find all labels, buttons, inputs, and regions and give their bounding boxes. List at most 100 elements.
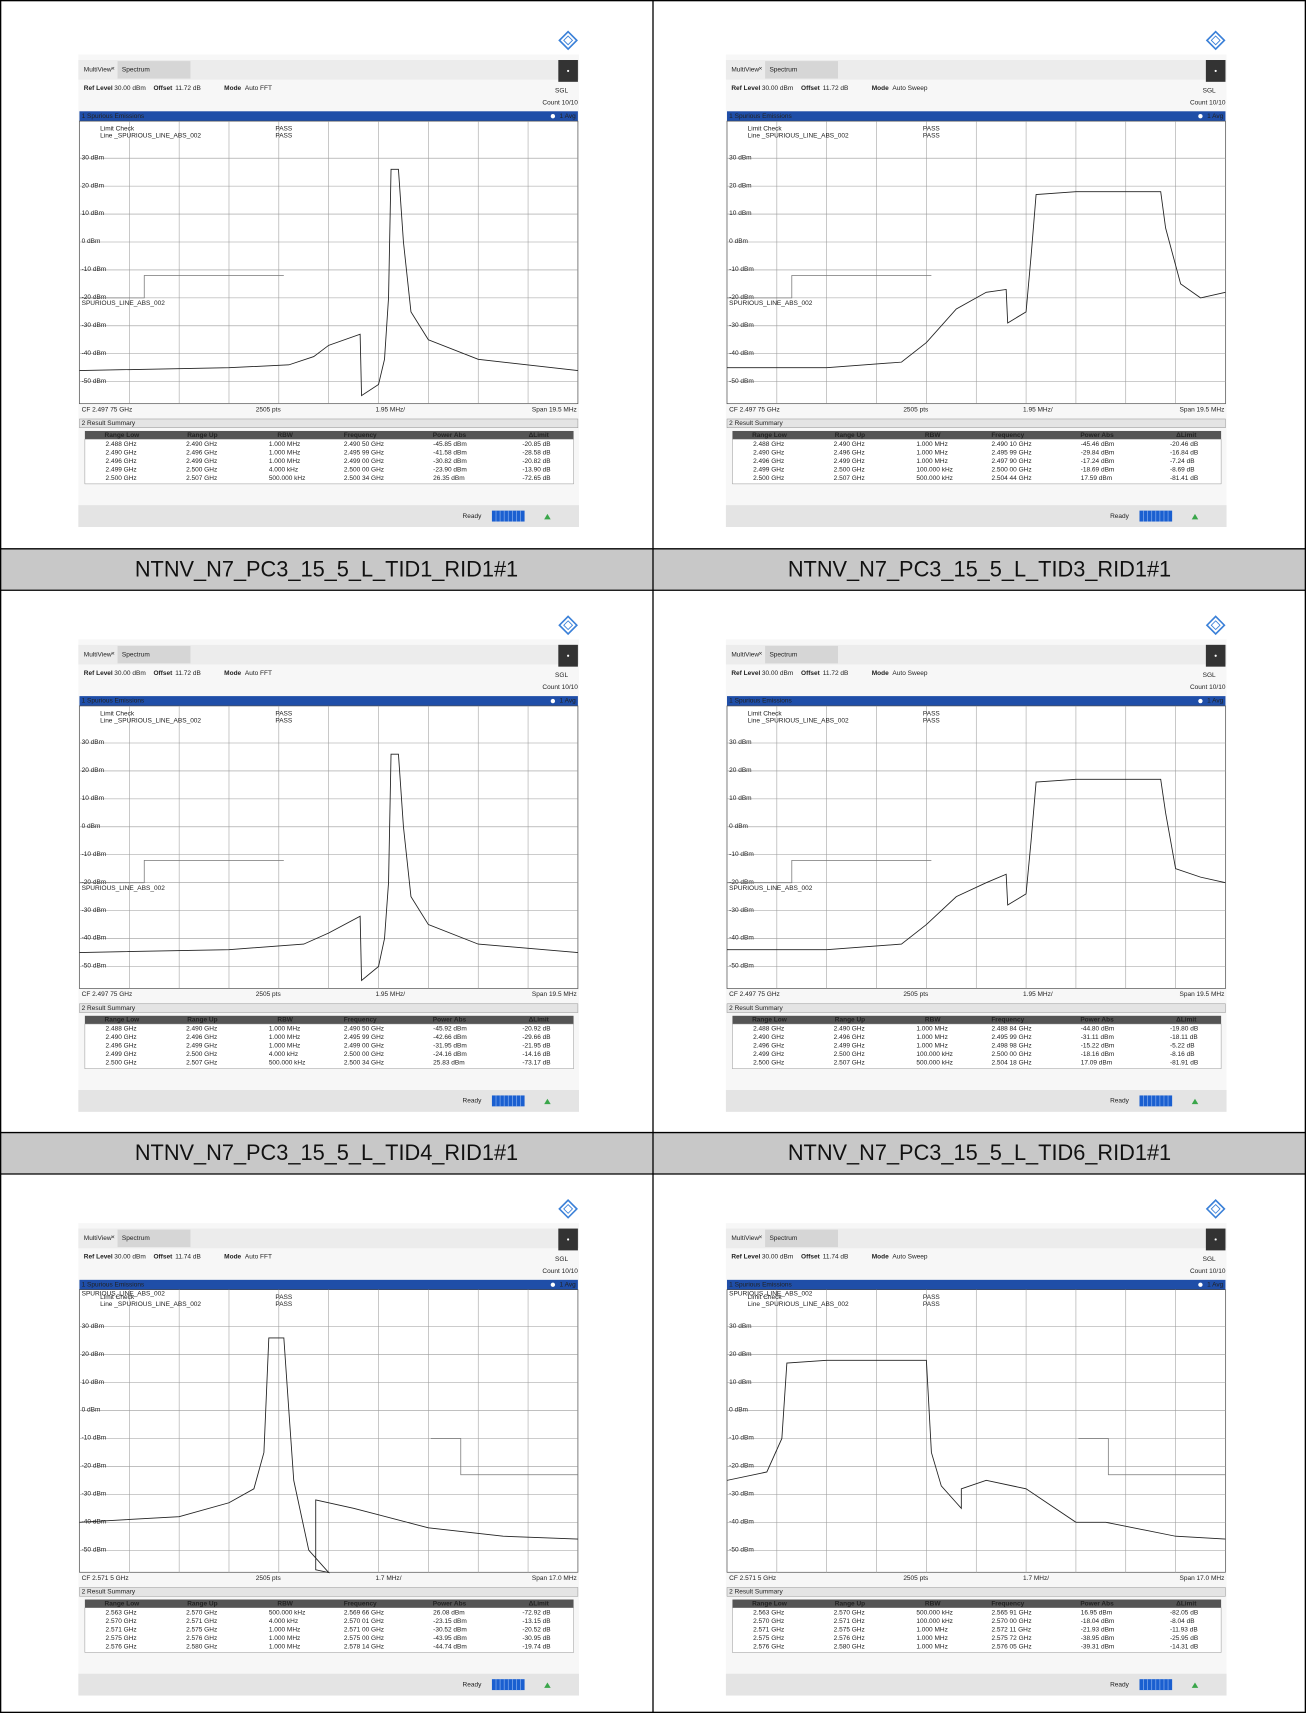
table-cell: 1.000 MHz — [916, 441, 947, 448]
table-cell: 2.499 00 GHz — [344, 1043, 384, 1050]
column-header: Power Abs — [433, 1600, 467, 1607]
table-cell: -14.16 dB — [522, 1051, 550, 1058]
offset-value: 11.72 dB — [823, 670, 849, 677]
table-cell: 2.500 00 GHz — [344, 466, 384, 473]
limit-line-label: SPURIOUS_LINE_ABS_002 — [729, 1291, 813, 1298]
table-cell: 2.570 GHz — [106, 1618, 137, 1625]
avg-dot — [1198, 114, 1203, 119]
limit-line-label: SPURIOUS_LINE_ABS_002 — [82, 885, 166, 892]
table-cell: -29.84 dBm — [1081, 449, 1115, 456]
limit-result: PASS — [275, 125, 293, 132]
column-header: RBW — [925, 1600, 941, 1607]
table-cell: 2.500 GHz — [186, 1051, 217, 1058]
count: Count 10/10 — [542, 684, 578, 691]
table-cell: 1.000 MHz — [916, 1034, 947, 1041]
y-axis-label: 0 dBm — [82, 823, 101, 830]
table-cell: 2.571 GHz — [753, 1626, 784, 1633]
screenshot: MultiView × Spectrum Ref Level 30.00 dBm Offs… — [78, 30, 579, 527]
column-header: ΔLimit — [1176, 1600, 1197, 1607]
spectrum-trace — [726, 1359, 1226, 1540]
table-cell: 2.499 00 GHz — [344, 458, 384, 465]
ref-value: 30.00 dBm — [114, 85, 145, 92]
tab-label: Spectrum — [769, 1235, 797, 1242]
table-cell: 2.488 GHz — [106, 441, 137, 448]
table-cell: 2.490 50 GHz — [344, 1026, 384, 1033]
limit-line-name: Line _SPURIOUS_LINE_ABS_002 — [100, 133, 201, 140]
table-header — [732, 1599, 1222, 1608]
table-body — [732, 1023, 1222, 1069]
table-body — [84, 1607, 574, 1653]
table-cell: 2.499 GHz — [753, 1051, 784, 1058]
caption: NTNV_N7_PC3_15_5_L_TID6_RID1#1 — [788, 1140, 1171, 1165]
table-cell: -81.91 dB — [1170, 1060, 1198, 1067]
offset-label: Offset — [801, 85, 821, 92]
status: Ready — [1110, 513, 1130, 520]
limit-result: PASS — [923, 1294, 941, 1301]
tab-label: Spectrum — [122, 651, 150, 658]
column-header: ΔLimit — [1176, 432, 1197, 439]
y-axis-label: 30 dBm — [82, 1323, 104, 1330]
ref-label: Ref Level — [731, 85, 760, 92]
status: Ready — [463, 1098, 483, 1105]
y-axis-label: -50 dBm — [82, 963, 107, 970]
column-header: Range Up — [187, 1017, 217, 1024]
column-header: Frequency — [344, 432, 377, 439]
window-title: 2 Result Summary — [82, 1005, 136, 1012]
table-cell: 1.000 MHz — [269, 1026, 300, 1033]
table-cell: -43.95 dBm — [433, 1635, 467, 1642]
y-axis-label: -30 dBm — [729, 907, 754, 914]
span: Span 19.5 MHz — [532, 991, 577, 998]
table-cell: 1.000 MHz — [269, 1626, 300, 1633]
table-cell: 2.575 72 GHz — [991, 1635, 1031, 1642]
column-header: Range Up — [187, 1600, 217, 1607]
table-cell: 2.490 GHz — [753, 449, 784, 456]
table-cell: -18.16 dBm — [1081, 1051, 1115, 1058]
limit-line-name: Line _SPURIOUS_LINE_ABS_002 — [748, 1301, 849, 1308]
status-icon — [1191, 513, 1199, 520]
table-cell: -82.05 dB — [1170, 1609, 1198, 1616]
table-cell: 1.000 MHz — [269, 458, 300, 465]
column-header: Power Abs — [1080, 1600, 1114, 1607]
logo-inner — [563, 1203, 574, 1214]
table-cell: 2.507 GHz — [834, 475, 865, 482]
ref-value: 30.00 dBm — [762, 1254, 793, 1261]
table-cell: -20.82 dB — [522, 458, 550, 465]
y-axis-label: -30 dBm — [82, 1491, 107, 1498]
table-cell: 2.496 GHz — [834, 449, 865, 456]
menu-dot — [567, 69, 570, 73]
y-axis-label: 20 dBm — [82, 767, 104, 774]
y-axis-label: -30 dBm — [729, 1491, 754, 1498]
ref-label: Ref Level — [84, 1254, 113, 1261]
window-title: 1 Spurious Emissions — [82, 1281, 145, 1288]
table-cell: -8.04 dB — [1170, 1618, 1195, 1625]
table-cell: 1.000 MHz — [916, 1643, 947, 1650]
window-bar — [727, 111, 1226, 122]
table-cell: -18.69 dBm — [1081, 466, 1115, 473]
division: 1.95 MHz/ — [375, 406, 405, 413]
tab — [765, 1229, 839, 1248]
window-title: 2 Result Summary — [82, 420, 136, 427]
y-axis-label: 20 dBm — [729, 767, 751, 774]
division: 1.7 MHz/ — [375, 1575, 401, 1582]
table-cell: -25.95 dB — [1170, 1635, 1198, 1642]
limit-line-label: SPURIOUS_LINE_ABS_002 — [82, 300, 166, 307]
mode-label: Mode — [224, 85, 241, 92]
table-cell: 4.000 kHz — [269, 466, 298, 473]
column-header: ΔLimit — [1176, 1017, 1197, 1024]
sgl: SGL — [1203, 1256, 1216, 1263]
count: Count 10/10 — [542, 1268, 578, 1275]
y-axis-label: -40 dBm — [82, 350, 107, 357]
mode-value: Auto Sweep — [892, 85, 927, 92]
column-header: ΔLimit — [529, 1600, 550, 1607]
ref-value: 30.00 dBm — [762, 85, 793, 92]
spectrum-trace — [79, 1337, 578, 1574]
tab-label: MultiView — [84, 67, 112, 74]
column-header: Power Abs — [1080, 1017, 1114, 1024]
y-axis-label: -10 dBm — [729, 266, 754, 273]
y-axis-label: 30 dBm — [82, 154, 104, 161]
limit-line — [1078, 1438, 1226, 1476]
table-cell: 2.570 GHz — [753, 1618, 784, 1625]
y-axis-label: -40 dBm — [729, 935, 754, 942]
mode-label: Mode — [224, 670, 241, 677]
status-icon — [1191, 1682, 1199, 1688]
